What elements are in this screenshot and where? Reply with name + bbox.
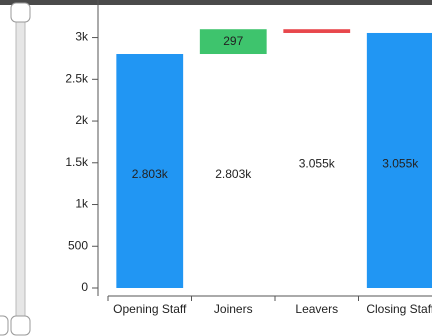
data-label: 3.055k	[382, 157, 419, 171]
slider-handle[interactable]	[0, 315, 9, 336]
subtotal-label: 2.803k	[215, 167, 252, 181]
x-tick-label-box: Closing Staff	[366, 303, 432, 316]
slider-track	[15, 13, 26, 323]
slider-handle[interactable]	[10, 2, 31, 23]
bar	[116, 54, 184, 288]
x-tick-label-box: Opening Staff	[113, 303, 187, 316]
data-label: 2.803k	[132, 167, 169, 181]
y-tick-label: 1.5k	[65, 155, 89, 169]
y-tick-label: 2k	[75, 113, 89, 127]
x-tick-label-box: Leavers	[295, 303, 339, 316]
title-bar	[0, 0, 432, 5]
bar	[199, 29, 267, 55]
data-label: 297	[223, 34, 243, 48]
y-tick-label: 0	[81, 280, 88, 294]
x-tick-label: Closing Staff	[366, 303, 432, 316]
y-tick-label: 1k	[75, 197, 89, 211]
y-tick-label: 2.5k	[65, 71, 89, 85]
y-tick-label: 500	[68, 238, 88, 252]
subtotal-label: 3.055k	[299, 157, 336, 171]
y-tick-label: 3k	[75, 30, 89, 44]
x-tick-label: Leavers	[295, 303, 339, 316]
x-tick-label: Opening Staff	[113, 303, 187, 316]
bar	[283, 29, 351, 33]
bar	[366, 32, 432, 289]
slider-handle[interactable]	[10, 315, 31, 336]
x-tick-label-box: Joiners	[213, 303, 253, 316]
x-tick-label: Joiners	[213, 303, 253, 316]
